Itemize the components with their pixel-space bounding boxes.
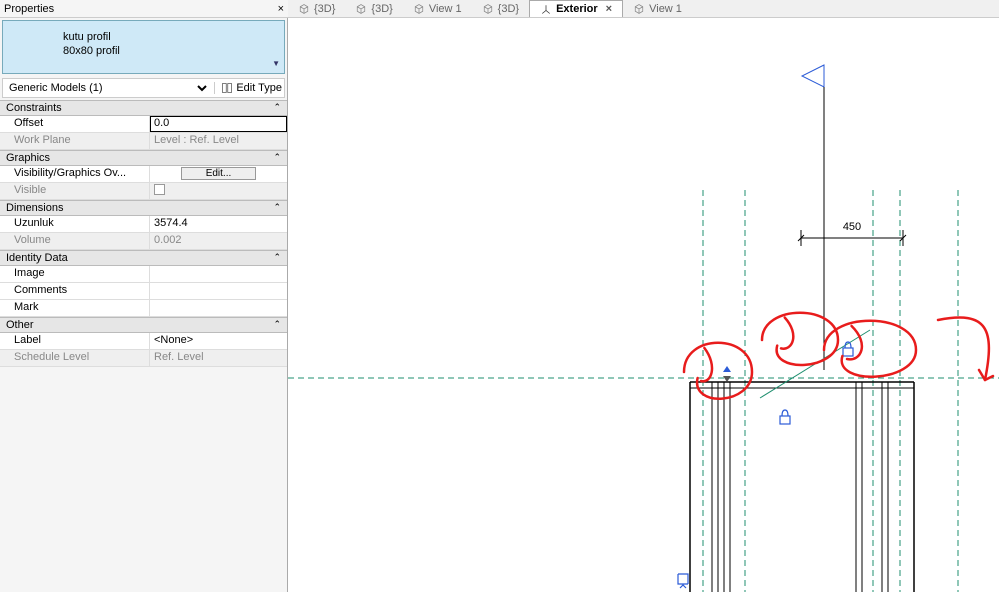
edit-button[interactable]: Edit... <box>181 167 257 180</box>
prop-label[interactable]: Label<None> <box>0 333 287 350</box>
view-tab[interactable]: {3D} <box>288 0 345 17</box>
view-tab[interactable]: {3D} <box>345 0 402 17</box>
collapse-icon: ⌃ <box>273 202 281 213</box>
category-constraints[interactable]: Constraints⌃ <box>0 100 287 116</box>
prop-mark[interactable]: Mark <box>0 300 287 317</box>
prop-schedule-level: Schedule LevelRef. Level <box>0 350 287 367</box>
type-selector[interactable]: kutu profil 80x80 profil ▼ <box>2 20 285 74</box>
visible-checkbox[interactable] <box>154 184 165 195</box>
close-icon[interactable]: × <box>278 3 284 15</box>
edit-type-icon <box>221 82 233 94</box>
cube-icon <box>482 3 494 15</box>
drawing-canvas[interactable]: 450 <box>288 18 999 592</box>
collapse-icon: ⌃ <box>273 152 281 163</box>
chevron-down-icon: ▼ <box>272 59 280 69</box>
cube-icon <box>355 3 367 15</box>
edit-type-label: Edit Type <box>236 82 282 94</box>
elevation-icon <box>540 3 552 15</box>
view-tab[interactable]: View 1 <box>623 0 692 17</box>
category-other[interactable]: Other⌃ <box>0 317 287 333</box>
svg-text:450: 450 <box>843 221 861 233</box>
prop-workplane: Work PlaneLevel : Ref. Level <box>0 133 287 150</box>
close-icon[interactable]: × <box>606 3 612 15</box>
view-tab[interactable]: Exterior× <box>529 0 623 17</box>
collapse-icon: ⌃ <box>273 102 281 113</box>
prop-offset[interactable]: Offset <box>0 116 287 133</box>
prop-volume: Volume0.002 <box>0 233 287 250</box>
category-identity[interactable]: Identity Data⌃ <box>0 250 287 266</box>
type-selector-type: 80x80 profil <box>63 45 276 59</box>
collapse-icon: ⌃ <box>273 319 281 330</box>
prop-comments[interactable]: Comments <box>0 283 287 300</box>
cube-icon <box>298 3 310 15</box>
cube-icon <box>633 3 645 15</box>
properties-panel: kutu profil 80x80 profil ▼ Generic Model… <box>0 18 288 592</box>
prop-visible[interactable]: Visible <box>0 183 287 200</box>
prop-uzunluk[interactable]: Uzunluk3574.4 <box>0 216 287 233</box>
type-selector-family: kutu profil <box>63 31 276 45</box>
properties-panel-title: Properties <box>4 3 54 15</box>
category-graphics[interactable]: Graphics⌃ <box>0 150 287 166</box>
prop-visibility-graphics[interactable]: Visibility/Graphics Ov...Edit... <box>0 166 287 183</box>
category-filter-dropdown[interactable]: Generic Models (1) <box>5 81 210 95</box>
prop-image[interactable]: Image <box>0 266 287 283</box>
view-tab[interactable]: {3D} <box>472 0 529 17</box>
collapse-icon: ⌃ <box>273 252 281 263</box>
offset-input[interactable] <box>154 117 283 129</box>
type-preview-icon <box>9 27 53 71</box>
cube-icon <box>413 3 425 15</box>
view-tab[interactable]: View 1 <box>403 0 472 17</box>
view-tab-bar: Properties × {3D}{3D}View 1{3D}Exterior×… <box>0 0 999 18</box>
edit-type-button[interactable]: Edit Type <box>214 82 282 94</box>
category-dimensions[interactable]: Dimensions⌃ <box>0 200 287 216</box>
